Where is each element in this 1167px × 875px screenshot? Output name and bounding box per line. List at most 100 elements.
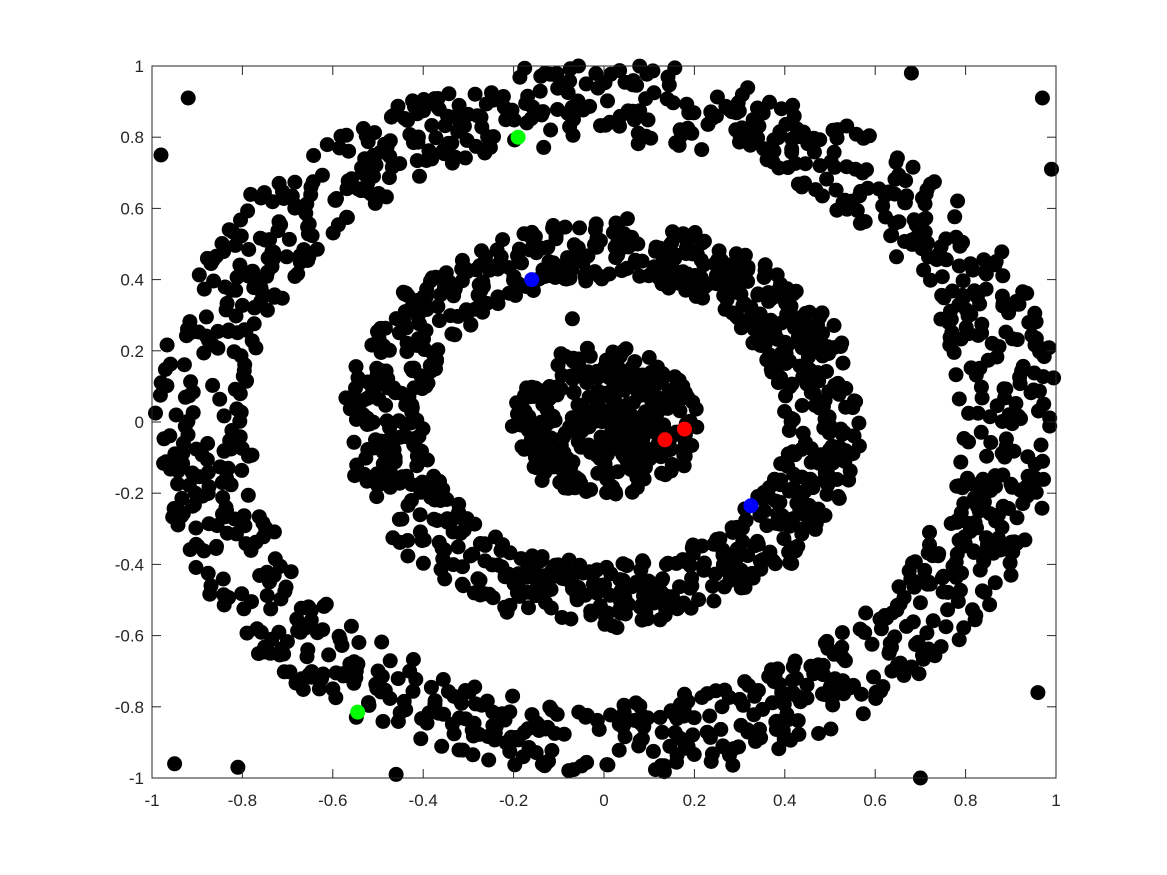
data-point: [693, 252, 709, 268]
data-point: [684, 125, 700, 141]
data-point: [247, 299, 263, 315]
data-point: [648, 239, 664, 255]
data-point: [348, 670, 364, 686]
data-point: [223, 282, 239, 298]
data-point: [543, 122, 559, 138]
data-point: [303, 187, 319, 203]
data-point: [1044, 161, 1059, 177]
data-point: [325, 681, 341, 697]
data-point: [835, 650, 851, 666]
data-point: [858, 605, 874, 621]
data-point: [779, 313, 794, 329]
data-point: [246, 280, 262, 296]
data-point: [191, 267, 207, 283]
x-tick-label: 0.4: [773, 791, 797, 810]
data-point: [575, 565, 591, 581]
data-point: [826, 318, 842, 333]
data-point: [814, 305, 830, 321]
data-point: [615, 434, 631, 450]
data-point: [543, 600, 559, 616]
data-point: [287, 174, 303, 190]
data-point: [245, 263, 261, 279]
data-point: [819, 364, 834, 379]
data-point: [190, 538, 206, 554]
data-point: [952, 238, 968, 254]
x-tick-label: 0.8: [954, 791, 978, 810]
data-point: [655, 571, 671, 587]
data-point: [450, 539, 466, 555]
data-point: [375, 456, 391, 472]
data-point: [370, 324, 385, 340]
data-point: [221, 322, 237, 338]
data-point: [714, 699, 730, 715]
data-point: [601, 266, 617, 282]
data-point: [578, 273, 594, 289]
data-point: [348, 380, 363, 396]
data-point: [200, 436, 216, 451]
data-point: [617, 74, 633, 90]
data-point: [835, 355, 851, 371]
data-point: [421, 143, 437, 159]
data-point: [188, 520, 204, 536]
data-point: [732, 126, 748, 142]
data-point: [495, 89, 511, 104]
data-point: [828, 182, 844, 198]
data-point: [424, 118, 440, 133]
data-point: [415, 555, 431, 571]
data-point: [382, 653, 398, 669]
data-point: [379, 413, 395, 429]
data-point: [647, 401, 663, 417]
data-point: [591, 722, 607, 737]
data-point: [722, 747, 737, 763]
data-point: [901, 563, 917, 579]
data-point: [270, 223, 286, 239]
data-point: [676, 595, 692, 611]
data-point: [761, 669, 777, 685]
data-point: [222, 433, 238, 449]
data-point: [306, 148, 322, 163]
data-point: [676, 702, 692, 718]
data-point: [170, 463, 186, 479]
data-point: [276, 191, 292, 206]
data-point: [241, 448, 256, 464]
data-point: [955, 287, 971, 303]
data-point: [434, 738, 450, 754]
data-point: [232, 257, 248, 273]
data-point: [399, 344, 415, 360]
data-point: [400, 548, 416, 564]
data-point: [685, 537, 701, 553]
data-point: [722, 573, 738, 588]
y-tick-labels: -1 -0.8 -0.6 -0.4 -0.2 0 0.2 0.4 0.6 0.8 1: [115, 57, 144, 788]
data-point: [1031, 383, 1047, 399]
data-point: [604, 354, 620, 370]
data-point: [646, 416, 662, 432]
data-point: [946, 344, 962, 360]
data-point: [762, 94, 777, 110]
data-point: [951, 632, 967, 648]
data-point: [369, 374, 385, 390]
data-point: [218, 499, 234, 515]
data-point: [610, 247, 626, 263]
data-point: [560, 565, 576, 581]
data-point: [811, 455, 827, 471]
data-point: [1027, 457, 1043, 472]
data-point: [532, 83, 548, 99]
data-point: [1017, 532, 1033, 548]
data-point: [777, 334, 793, 350]
data-point: [699, 686, 715, 702]
data-point: [916, 262, 932, 278]
data-point: [565, 350, 581, 366]
data-point: [387, 454, 403, 470]
data-point: [347, 468, 363, 484]
data-point: [774, 508, 790, 524]
data-point: [795, 521, 811, 537]
data-point: [335, 666, 351, 682]
data-point: [745, 335, 761, 351]
data-point: [821, 409, 837, 425]
data-point: [919, 625, 935, 641]
data-point: [833, 339, 849, 354]
data-point: [917, 240, 933, 256]
data-point: [501, 260, 517, 276]
data-point: [829, 202, 845, 218]
data-point: [672, 730, 688, 746]
